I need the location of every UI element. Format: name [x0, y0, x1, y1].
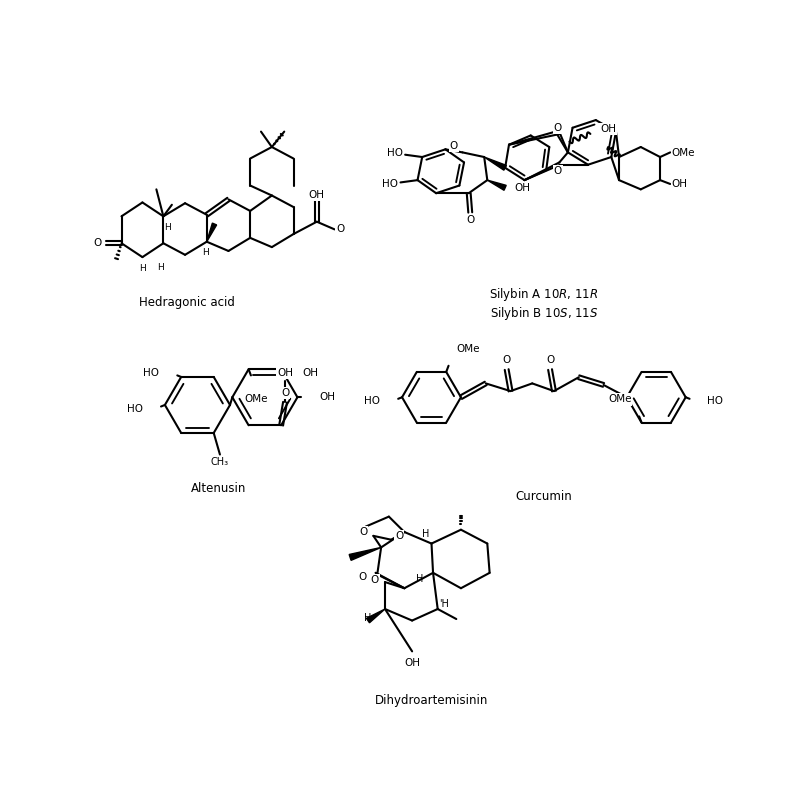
- Text: O: O: [466, 215, 475, 225]
- Text: HO: HO: [387, 148, 403, 158]
- Text: O: O: [502, 356, 511, 365]
- Text: Dihydroartemisinin: Dihydroartemisinin: [375, 694, 488, 707]
- Text: HO: HO: [382, 179, 399, 189]
- Polygon shape: [349, 547, 381, 561]
- Text: H: H: [157, 263, 163, 272]
- Text: Curcumin: Curcumin: [516, 490, 572, 503]
- Text: O: O: [93, 238, 101, 248]
- Text: O: O: [395, 531, 403, 541]
- Polygon shape: [366, 609, 385, 623]
- Text: OH: OH: [672, 179, 688, 189]
- Text: OMe: OMe: [457, 344, 479, 354]
- Text: H: H: [139, 264, 145, 273]
- Text: O: O: [553, 166, 562, 176]
- Text: OH: OH: [404, 658, 421, 668]
- Text: O: O: [553, 123, 562, 133]
- Text: H: H: [163, 222, 171, 232]
- Text: CH₃: CH₃: [211, 457, 229, 467]
- Text: O: O: [281, 388, 289, 398]
- Text: HO: HO: [127, 404, 143, 414]
- Text: OH: OH: [601, 124, 616, 134]
- Text: O: O: [336, 225, 344, 234]
- Polygon shape: [487, 180, 506, 191]
- Text: O: O: [546, 356, 554, 365]
- Text: OH: OH: [303, 368, 319, 378]
- Text: OH: OH: [319, 392, 335, 402]
- Text: O: O: [358, 572, 366, 582]
- Text: OH: OH: [514, 183, 531, 193]
- Text: 'H: 'H: [439, 599, 449, 608]
- Text: Silybin A 10$R$, 11$R$
Silybin B 10$S$, 11$S$: Silybin A 10$R$, 11$R$ Silybin B 10$S$, …: [489, 285, 598, 322]
- Text: H: H: [417, 574, 424, 584]
- Text: HO: HO: [144, 368, 160, 378]
- Polygon shape: [207, 223, 217, 242]
- Text: OMe: OMe: [672, 148, 696, 158]
- Text: HO: HO: [707, 396, 723, 406]
- Text: HO: HO: [365, 396, 380, 406]
- Text: O: O: [370, 574, 379, 585]
- Text: O: O: [359, 527, 367, 537]
- Text: OH: OH: [309, 190, 325, 200]
- Text: OH: OH: [277, 368, 293, 378]
- Polygon shape: [484, 157, 506, 170]
- Text: OMe: OMe: [608, 394, 631, 405]
- Text: Hedragonic acid: Hedragonic acid: [139, 296, 235, 309]
- Text: H: H: [421, 529, 429, 539]
- Text: O: O: [450, 141, 458, 151]
- Text: H: H: [364, 613, 371, 623]
- Text: Altenusin: Altenusin: [191, 482, 246, 495]
- Text: OMe: OMe: [244, 393, 268, 403]
- Text: H: H: [202, 248, 208, 257]
